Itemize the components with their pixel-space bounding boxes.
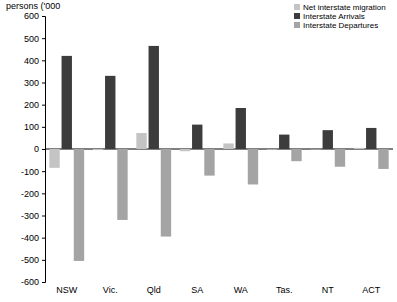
y-tick: 0 bbox=[34, 144, 45, 154]
bar bbox=[279, 135, 289, 149]
y-tick-label: -400 bbox=[21, 233, 39, 243]
bars bbox=[49, 46, 388, 261]
y-tick-label: -600 bbox=[21, 277, 39, 287]
y-tick-mark bbox=[42, 260, 45, 261]
y-axis-line bbox=[42, 17, 46, 283]
y-tick-mark bbox=[42, 171, 45, 172]
y-tick-mark bbox=[42, 16, 45, 17]
x-axis: NSW Vic. Qld SA WA Tas. NT ACT bbox=[56, 285, 381, 295]
x-tick: NSW bbox=[56, 285, 78, 295]
y-tick-label: -200 bbox=[21, 189, 39, 199]
y-axis-title: persons ('000 bbox=[6, 1, 60, 11]
y-tick-mark bbox=[42, 38, 45, 39]
series bbox=[74, 149, 389, 261]
y-tick: 200 bbox=[24, 100, 45, 110]
x-tick-label: SA bbox=[191, 285, 203, 295]
legend-swatch bbox=[294, 13, 300, 19]
bar bbox=[291, 149, 301, 161]
y-tick: 300 bbox=[24, 78, 45, 88]
y-tick: 500 bbox=[24, 34, 45, 44]
x-tick-label: ACT bbox=[362, 285, 381, 295]
bar bbox=[236, 108, 246, 149]
y-tick: 100 bbox=[24, 122, 45, 132]
series bbox=[62, 46, 377, 149]
y-tick-mark bbox=[42, 238, 45, 239]
legend-label: Interstate Departures bbox=[303, 21, 378, 30]
bar bbox=[105, 76, 115, 149]
bar bbox=[93, 149, 103, 150]
bar bbox=[378, 149, 388, 169]
x-tick: NT bbox=[322, 285, 334, 295]
bar bbox=[354, 148, 364, 149]
y-tick-mark bbox=[42, 105, 45, 106]
y-tick: -500 bbox=[21, 255, 45, 265]
bar bbox=[49, 149, 59, 168]
chart: -600 -500 -400 -300 -200 -100 0 100 200 300 400 500… bbox=[0, 0, 397, 302]
bar bbox=[310, 149, 320, 150]
legend-swatch bbox=[294, 4, 300, 10]
x-tick-label: NT bbox=[322, 285, 334, 295]
legend-label: Interstate Arrivals bbox=[303, 12, 365, 21]
y-tick: -600 bbox=[21, 277, 45, 287]
x-tick-label: Qld bbox=[147, 285, 161, 295]
x-tick-label: WA bbox=[234, 285, 248, 295]
y-tick-label: 300 bbox=[24, 78, 39, 88]
bar bbox=[223, 143, 233, 149]
bar bbox=[267, 149, 277, 151]
y-tick-mark bbox=[42, 60, 45, 61]
y-axis: -600 -500 -400 -300 -200 -100 0 100 200 300 400 500… bbox=[21, 11, 46, 287]
bar bbox=[366, 128, 376, 149]
bar bbox=[62, 56, 72, 149]
bar bbox=[136, 133, 146, 149]
x-tick: Vic. bbox=[103, 285, 118, 295]
bar bbox=[117, 149, 127, 220]
plot: -600 -500 -400 -300 -200 -100 0 100 200 300 400 500… bbox=[21, 11, 393, 295]
y-tick: 400 bbox=[24, 56, 45, 66]
y-tick-label: 500 bbox=[24, 34, 39, 44]
bar bbox=[192, 125, 202, 149]
bar bbox=[323, 130, 333, 149]
y-tick: -100 bbox=[21, 167, 45, 177]
legend-swatch bbox=[294, 22, 300, 28]
y-tick-mark bbox=[42, 83, 45, 84]
y-tick: -300 bbox=[21, 211, 45, 221]
x-tick: ACT bbox=[362, 285, 381, 295]
x-tick: WA bbox=[234, 285, 248, 295]
x-tick-label: NSW bbox=[56, 285, 78, 295]
x-tick-label: Vic. bbox=[103, 285, 118, 295]
y-tick-label: -300 bbox=[21, 211, 39, 221]
x-tick: SA bbox=[191, 285, 203, 295]
bar bbox=[204, 149, 214, 176]
bar bbox=[180, 149, 190, 151]
y-tick: -400 bbox=[21, 233, 45, 243]
y-tick-mark bbox=[42, 149, 45, 150]
x-tick: Qld bbox=[147, 285, 161, 295]
y-tick-mark bbox=[42, 193, 45, 194]
bar bbox=[74, 149, 84, 261]
y-tick-label: -100 bbox=[21, 167, 39, 177]
legend: Net interstate migrationInterstate Arriv… bbox=[294, 3, 386, 30]
y-tick-label: 0 bbox=[34, 144, 39, 154]
x-tick: Tas. bbox=[276, 285, 293, 295]
y-tick-mark bbox=[42, 216, 45, 217]
y-tick-mark bbox=[42, 127, 45, 128]
bar bbox=[335, 149, 345, 167]
bar bbox=[161, 149, 171, 237]
bar bbox=[149, 46, 159, 149]
y-tick-label: -500 bbox=[21, 255, 39, 265]
legend-label: Net interstate migration bbox=[303, 3, 386, 12]
y-tick-label: 600 bbox=[24, 11, 39, 21]
y-tick-mark bbox=[42, 282, 45, 283]
y-tick: -200 bbox=[21, 189, 45, 199]
bar bbox=[248, 149, 258, 184]
y-tick-label: 200 bbox=[24, 100, 39, 110]
x-tick-label: Tas. bbox=[276, 285, 293, 295]
y-tick-label: 400 bbox=[24, 56, 39, 66]
y-tick: 600 bbox=[24, 11, 45, 21]
y-tick-label: 100 bbox=[24, 122, 39, 132]
